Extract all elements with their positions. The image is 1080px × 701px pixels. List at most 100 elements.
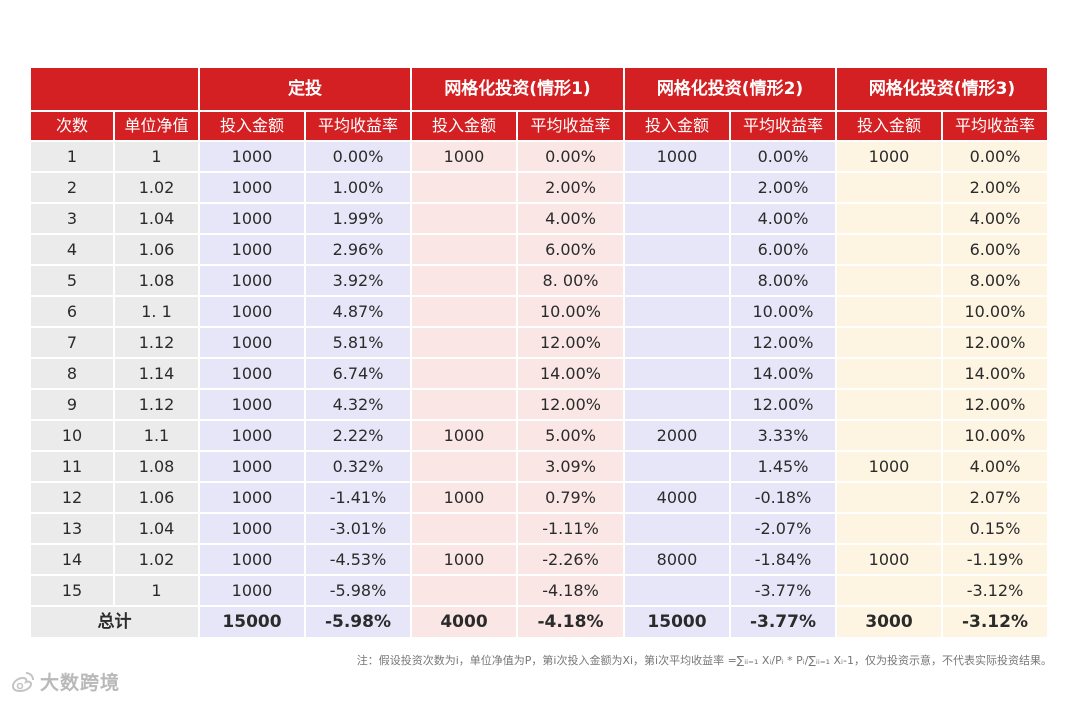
table-cell: 1000: [412, 142, 516, 173]
table-cell: [837, 483, 941, 514]
table-cell: [837, 235, 941, 266]
table-cell: [837, 204, 941, 235]
table-cell: 1000: [200, 359, 304, 390]
table-cell: 1: [115, 576, 198, 607]
table-cell: [625, 235, 729, 266]
column-header: 平均收益率: [731, 112, 835, 142]
table-row: 12 1.06 1000 -1.41% 1000 0.79% 4000 -0.18% 2.07%: [31, 483, 1047, 514]
footnote: 注：假设投资次数为i，单位净值为P，第i次投入金额为Xi，第i次平均收益率 =∑…: [356, 654, 1052, 667]
table-cell: 12.00%: [943, 390, 1047, 421]
table-cell: [412, 359, 516, 390]
table-row: 5 1.08 1000 3.92% 8. 00% 8.00% 8.00%: [31, 266, 1047, 297]
table-cell: 6: [31, 297, 113, 328]
table-cell: 4.00%: [943, 204, 1047, 235]
table-cell: 2.00%: [518, 173, 623, 204]
total-cell: 4000: [412, 607, 516, 639]
group-header-grid-2: 网格化投资(情形2): [625, 68, 835, 112]
table-cell: 12.00%: [731, 328, 835, 359]
table-cell: 1000: [837, 142, 941, 173]
table-row: 14 1.02 1000 -4.53% 1000 -2.26% 8000 -1.84% 1000…: [31, 545, 1047, 576]
table-cell: [625, 297, 729, 328]
table-cell: 8: [31, 359, 113, 390]
table-cell: 8.00%: [731, 266, 835, 297]
table-cell: 2.96%: [306, 235, 410, 266]
table-cell: [625, 266, 729, 297]
table-cell: 2.00%: [943, 173, 1047, 204]
table-row: 13 1.04 1000 -3.01% -1.11% -2.07% 0.15%: [31, 514, 1047, 545]
table-cell: 5.81%: [306, 328, 410, 359]
total-cell: 3000: [837, 607, 941, 639]
table-cell: -2.07%: [731, 514, 835, 545]
table-cell: 1000: [412, 545, 516, 576]
table-row: 11 1.08 1000 0.32% 3.09% 1.45% 1000 4.00%: [31, 452, 1047, 483]
table-cell: 1.06: [115, 235, 198, 266]
table-cell: 1000: [200, 266, 304, 297]
column-header: 投入金额: [412, 112, 516, 142]
table-cell: 14: [31, 545, 113, 576]
table-cell: 12.00%: [518, 328, 623, 359]
table-cell: 1000: [200, 514, 304, 545]
table-cell: 2000: [625, 421, 729, 452]
table-cell: 12.00%: [518, 390, 623, 421]
total-label: 总计: [31, 607, 198, 639]
group-header-dingtou: 定投: [200, 68, 410, 112]
table-cell: [837, 266, 941, 297]
table-cell: -3.77%: [731, 576, 835, 607]
table-cell: 6.00%: [731, 235, 835, 266]
table-cell: [412, 328, 516, 359]
table-cell: -2.26%: [518, 545, 623, 576]
table-cell: 12.00%: [731, 390, 835, 421]
group-header-row: 定投 网格化投资(情形1) 网格化投资(情形2) 网格化投资(情形3): [31, 68, 1047, 112]
investment-table: 定投 网格化投资(情形1) 网格化投资(情形2) 网格化投资(情形3) 次数 单位…: [29, 68, 1049, 639]
table-cell: 12: [31, 483, 113, 514]
table-cell: 3.33%: [731, 421, 835, 452]
table-cell: [837, 514, 941, 545]
total-cell: 15000: [200, 607, 304, 639]
table-cell: 5.00%: [518, 421, 623, 452]
table-cell: 0.00%: [518, 142, 623, 173]
table-cell: [625, 359, 729, 390]
table-cell: [837, 359, 941, 390]
table-cell: [412, 452, 516, 483]
column-header: 单位净值: [115, 112, 198, 142]
table-cell: 0.79%: [518, 483, 623, 514]
table-cell: 3.92%: [306, 266, 410, 297]
table-cell: 7: [31, 328, 113, 359]
table-cell: 1000: [200, 173, 304, 204]
table-cell: 12.00%: [943, 328, 1047, 359]
table-cell: 4.87%: [306, 297, 410, 328]
table-row: 7 1.12 1000 5.81% 12.00% 12.00% 12.00%: [31, 328, 1047, 359]
table-cell: 6.00%: [943, 235, 1047, 266]
table-cell: 2.22%: [306, 421, 410, 452]
table-cell: -4.18%: [518, 576, 623, 607]
table-cell: [625, 204, 729, 235]
table-cell: 6.74%: [306, 359, 410, 390]
table-row: 3 1.04 1000 1.99% 4.00% 4.00% 4.00%: [31, 204, 1047, 235]
total-cell: -4.18%: [518, 607, 623, 639]
table-cell: [625, 328, 729, 359]
table-cell: 10: [31, 421, 113, 452]
table-cell: 1.1: [115, 421, 198, 452]
table-cell: [412, 266, 516, 297]
table-row: 15 1 1000 -5.98% -4.18% -3.77% -3.12%: [31, 576, 1047, 607]
table-cell: [412, 576, 516, 607]
table-cell: -1.11%: [518, 514, 623, 545]
table-cell: [625, 514, 729, 545]
table-cell: -3.12%: [943, 576, 1047, 607]
table-cell: 1000: [200, 204, 304, 235]
table-cell: [412, 204, 516, 235]
table-cell: 9: [31, 390, 113, 421]
group-header-grid-1: 网格化投资(情形1): [412, 68, 623, 112]
table-cell: -1.41%: [306, 483, 410, 514]
table-cell: [625, 173, 729, 204]
table-cell: [412, 173, 516, 204]
table-cell: [412, 235, 516, 266]
table-cell: 0.00%: [943, 142, 1047, 173]
table-cell: 14.00%: [518, 359, 623, 390]
table-cell: 8. 00%: [518, 266, 623, 297]
weibo-icon: [11, 671, 34, 692]
group-header-blank: [31, 68, 198, 112]
table-row: 4 1.06 1000 2.96% 6.00% 6.00% 6.00%: [31, 235, 1047, 266]
table-cell: 1: [31, 142, 113, 173]
table-cell: 10.00%: [943, 421, 1047, 452]
